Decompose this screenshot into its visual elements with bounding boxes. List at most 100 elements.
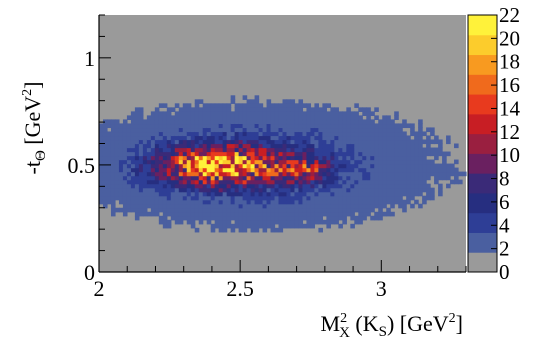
heatmap-cell	[338, 179, 343, 185]
heatmap-cell	[322, 139, 327, 145]
heatmap-cell	[102, 135, 108, 141]
heatmap-cell	[306, 215, 312, 221]
heatmap-cell	[130, 155, 136, 161]
heatmap-cell	[366, 163, 371, 169]
heatmap-cell	[230, 163, 236, 169]
heatmap-cell	[306, 219, 312, 225]
heatmap-cell	[278, 163, 284, 169]
heatmap-cell	[190, 171, 196, 177]
heatmap-cell	[206, 219, 212, 225]
heatmap-cell	[250, 119, 256, 125]
heatmap-cell	[146, 147, 152, 153]
heatmap-cell	[254, 223, 260, 229]
heatmap-cell	[190, 143, 196, 149]
heatmap-cell	[178, 111, 184, 116]
heatmap-cell	[258, 135, 264, 141]
heatmap-cell	[354, 159, 359, 165]
heatmap-cell	[338, 115, 343, 121]
heatmap-cell	[274, 123, 280, 129]
heatmap-cell	[326, 175, 331, 181]
heatmap-cell	[390, 187, 395, 193]
heatmap-cell	[378, 163, 383, 169]
heatmap-cell	[170, 191, 176, 197]
heatmap-cell	[154, 191, 160, 197]
heatmap-cell	[306, 127, 312, 133]
heatmap-cell	[322, 183, 327, 189]
heatmap-cell	[418, 175, 423, 181]
heatmap-cell	[230, 191, 236, 197]
heatmap-cell	[318, 179, 323, 185]
heatmap-cell	[170, 139, 176, 145]
heatmap-cell	[302, 147, 308, 153]
heatmap-cell	[426, 175, 431, 181]
heatmap-cell	[318, 115, 323, 121]
heatmap-cell	[298, 159, 304, 165]
heatmap-cell	[290, 115, 296, 121]
heatmap-cell	[218, 219, 224, 225]
heatmap-cell	[258, 211, 264, 217]
heatmap-cell	[110, 123, 116, 129]
heatmap-cell	[402, 151, 407, 157]
heatmap-cell	[242, 199, 248, 205]
heatmap-cell	[190, 155, 196, 161]
heatmap-cell	[250, 191, 256, 197]
heatmap-cell	[286, 115, 292, 121]
heatmap-cell	[282, 167, 288, 173]
heatmap-cell	[398, 195, 403, 201]
heatmap-cell	[354, 195, 359, 201]
heatmap-cell	[398, 155, 403, 161]
heatmap-cell	[286, 155, 292, 161]
heatmap-cell	[138, 159, 144, 165]
heatmap-cell	[250, 123, 256, 129]
heatmap-cell	[206, 195, 212, 201]
heatmap-cell	[138, 179, 144, 185]
heatmap-cell	[358, 215, 363, 221]
heatmap-cell	[462, 171, 467, 177]
heatmap-cell	[238, 179, 244, 185]
heatmap-cell	[258, 103, 264, 108]
heatmap-cell	[346, 179, 351, 185]
heatmap-cell	[302, 163, 308, 169]
heatmap-cell	[282, 179, 288, 185]
heatmap-cell	[390, 143, 395, 149]
heatmap-cell	[222, 195, 228, 201]
heatmap-cell	[450, 171, 455, 177]
heatmap-cell	[394, 175, 399, 181]
heatmap-cell	[370, 215, 375, 221]
heatmap-cell	[154, 131, 160, 137]
heatmap-cell	[262, 155, 268, 161]
heatmap-cell	[218, 195, 224, 201]
heatmap-cell	[310, 151, 316, 157]
heatmap-cell	[430, 187, 435, 193]
heatmap-cell	[194, 227, 200, 233]
heatmap-cell	[258, 175, 264, 181]
heatmap-cell	[118, 143, 124, 149]
heatmap-cell	[350, 223, 355, 229]
heatmap-cell	[290, 207, 296, 213]
heatmap-cell	[110, 199, 116, 205]
heatmap-cell	[306, 139, 312, 145]
heatmap-cell	[398, 175, 403, 181]
heatmap-cell	[226, 119, 232, 125]
heatmap-cell	[230, 167, 236, 173]
colorbar-band	[468, 212, 497, 233]
heatmap-cell	[290, 187, 296, 193]
heatmap-cell	[302, 155, 308, 161]
heatmap-cell	[330, 207, 335, 213]
heatmap-cell	[210, 155, 216, 161]
heatmap-cell	[274, 139, 280, 145]
heatmap-cell	[250, 183, 256, 189]
heatmap-cell	[254, 163, 260, 169]
heatmap-cell	[314, 115, 319, 121]
heatmap-cell	[226, 139, 232, 145]
heatmap-cell	[134, 147, 140, 153]
heatmap-cell	[306, 115, 312, 121]
heatmap-cell	[250, 159, 256, 165]
heatmap-cell	[118, 191, 124, 197]
heatmap-cell	[382, 203, 387, 209]
heatmap-cell	[150, 139, 156, 145]
heatmap-cell	[126, 147, 132, 153]
heatmap-cell	[394, 127, 399, 133]
